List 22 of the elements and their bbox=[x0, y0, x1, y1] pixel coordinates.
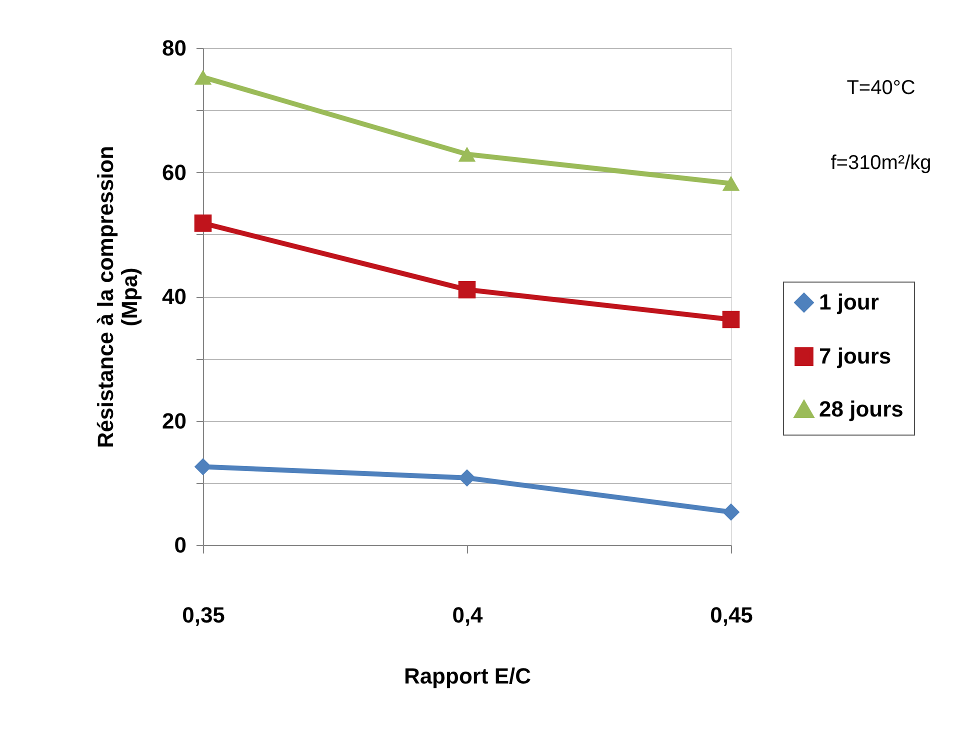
y-tick-label: 40 bbox=[162, 284, 186, 309]
x-tick-label: 0,4 bbox=[452, 602, 484, 628]
legend-label: 28 jours bbox=[819, 396, 904, 422]
text: f=310m²/kg bbox=[830, 152, 932, 174]
y-tick-label: 80 bbox=[162, 36, 186, 60]
point bbox=[722, 310, 740, 328]
y-tick-label: 60 bbox=[162, 160, 186, 185]
point bbox=[458, 281, 476, 298]
y-tick-label: 20 bbox=[162, 408, 186, 434]
point bbox=[194, 70, 212, 85]
point bbox=[458, 146, 476, 162]
point bbox=[722, 176, 740, 191]
text: T=40°C bbox=[846, 77, 916, 99]
x-tick-label: 0,45 bbox=[710, 602, 753, 628]
y-axis-title: Résistance à la compression (Mpa) bbox=[93, 146, 142, 448]
point bbox=[722, 503, 740, 521]
legend-label: 7 jours bbox=[819, 344, 892, 369]
legend-label: 1 jour bbox=[819, 290, 880, 315]
x-axis-title: Rapport E/C bbox=[404, 664, 532, 688]
x-tick-label: 0,35 bbox=[182, 602, 225, 628]
y-tick-label: 0 bbox=[174, 532, 186, 558]
point bbox=[194, 214, 212, 232]
